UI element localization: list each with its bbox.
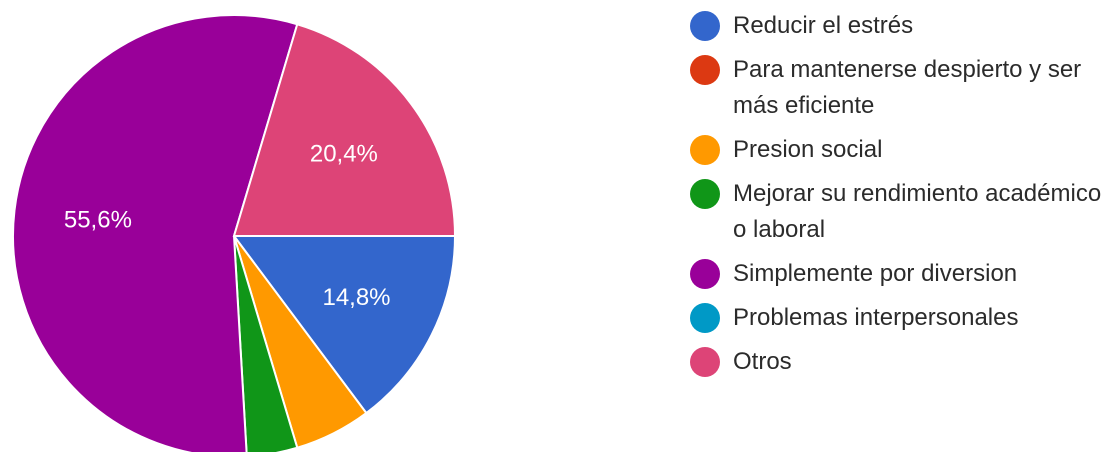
pie-slice-3: [233, 235, 299, 452]
pie-slice-4: [12, 14, 299, 452]
pie-slice-6: [232, 23, 457, 237]
legend-label: Simplemente por diversion: [733, 260, 1018, 287]
chart-legend: Reducir el estrés Para mantenerse despier…: [690, 8, 1110, 388]
slice-label-6: 20,4%: [310, 141, 378, 168]
legend-swatch: [690, 179, 720, 209]
legend-label: Problemas interpersonales: [733, 304, 1019, 331]
legend-item: Presion social: [690, 132, 1110, 168]
legend-item: Simplemente por diversion: [690, 256, 1110, 292]
legend-item: Mejorar su rendimiento académico o labor…: [690, 176, 1110, 248]
legend-item: Otros: [690, 344, 1110, 380]
slice-label-4: 55,6%: [64, 207, 132, 234]
legend-swatch: [690, 347, 720, 377]
legend-label: Mejorar su rendimiento académico o labor…: [733, 180, 1102, 243]
pie-chart: 14,8% 55,6% 20,4%: [12, 14, 457, 452]
legend-label: Presion social: [733, 136, 883, 163]
slice-label-0: 14,8%: [322, 284, 390, 311]
legend-label: Para mantenerse despierto y ser más efic…: [733, 56, 1082, 119]
legend-label: Otros: [733, 348, 792, 375]
legend-item: Para mantenerse despierto y ser más efic…: [690, 52, 1110, 124]
legend-swatch: [690, 55, 720, 85]
legend-swatch: [690, 11, 720, 41]
legend-item: Reducir el estrés: [690, 8, 1110, 44]
pie-slice-0: [232, 235, 457, 415]
legend-label: Reducir el estrés: [733, 12, 914, 39]
legend-item: Problemas interpersonales: [690, 300, 1110, 336]
legend-swatch: [690, 135, 720, 165]
legend-swatch: [690, 259, 720, 289]
legend-swatch: [690, 303, 720, 333]
